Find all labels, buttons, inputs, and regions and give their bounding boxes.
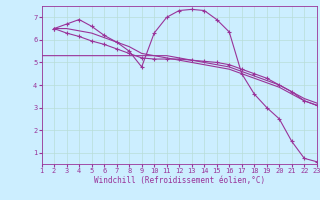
X-axis label: Windchill (Refroidissement éolien,°C): Windchill (Refroidissement éolien,°C) xyxy=(94,176,265,185)
